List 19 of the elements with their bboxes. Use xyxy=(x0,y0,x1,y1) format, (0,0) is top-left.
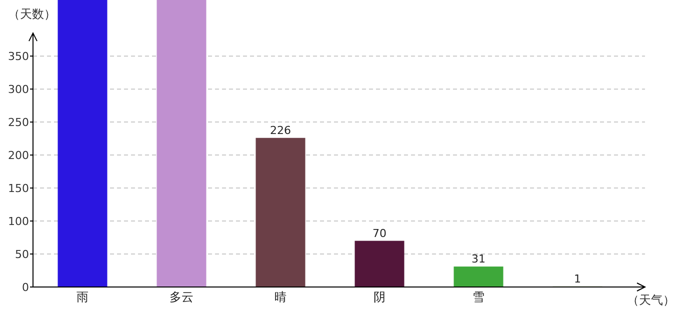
y-tick-label: 0 xyxy=(22,280,29,294)
x-axis-title: （天气） xyxy=(627,293,675,307)
x-tick-label: 雪 xyxy=(472,290,484,304)
y-tick-label: 50 xyxy=(15,248,29,261)
data-label: 1 xyxy=(574,272,581,286)
x-tick-label: 多云 xyxy=(170,290,194,304)
y-tick-label: 200 xyxy=(8,148,29,162)
x-tick-label: 阴 xyxy=(374,290,386,304)
data-label: 70 xyxy=(372,226,386,240)
data-label: 31 xyxy=(472,252,486,266)
y-tick-label: 100 xyxy=(8,214,29,228)
y-tick-label: 150 xyxy=(8,182,29,195)
y-tick-label: 300 xyxy=(8,82,29,96)
data-label: 226 xyxy=(270,124,291,137)
y-axis-title: （天数） xyxy=(8,7,56,21)
y-tick-label: 350 xyxy=(8,50,29,63)
x-tick-label: 雨 xyxy=(76,290,88,304)
x-tick-label: 晴 xyxy=(274,290,286,304)
y-tick-label: 250 xyxy=(8,116,29,129)
